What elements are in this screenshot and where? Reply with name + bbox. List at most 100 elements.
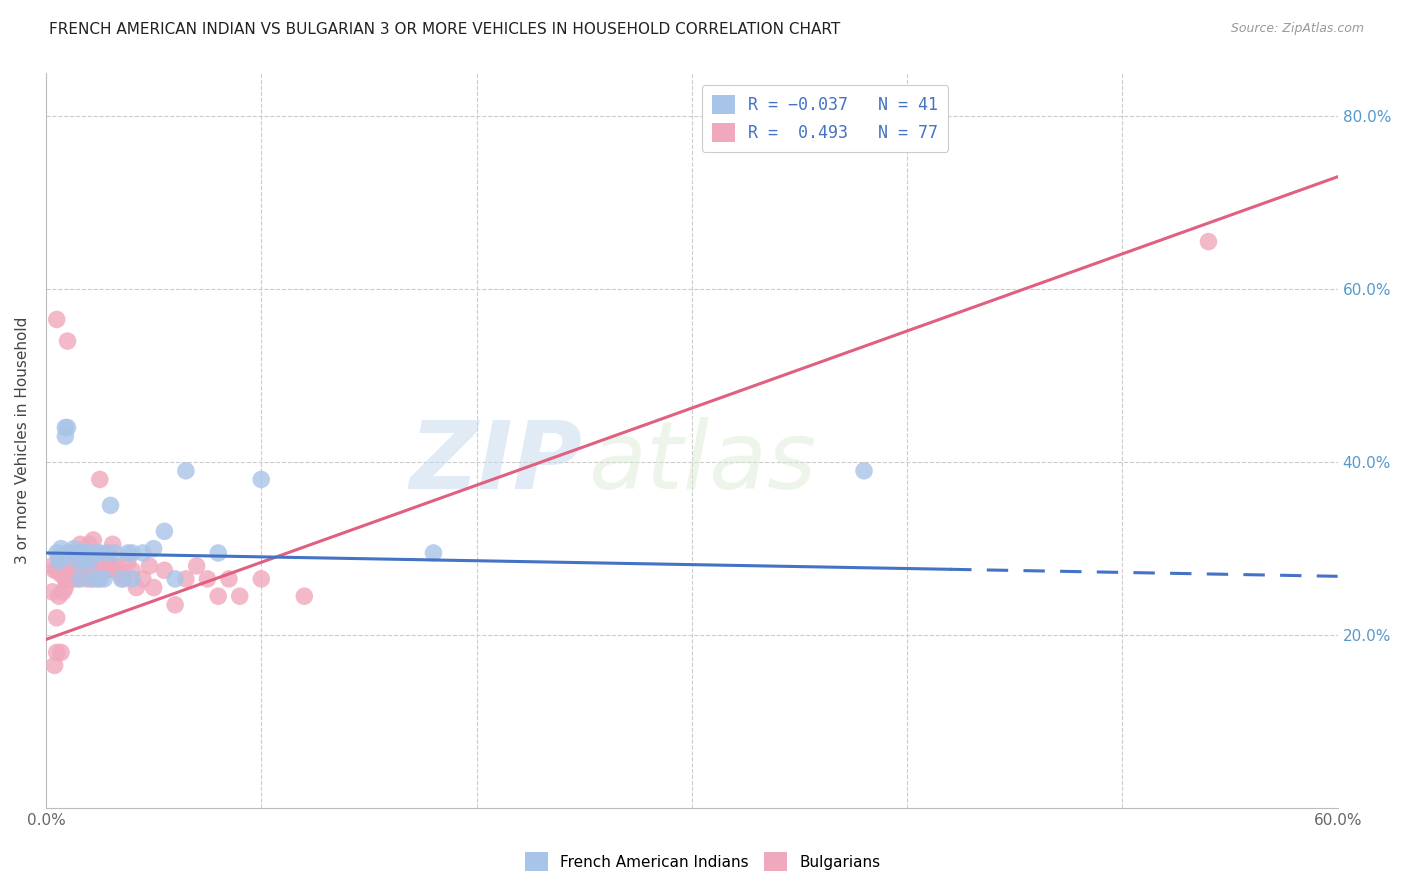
Point xyxy=(60,555,83,569)
Point xyxy=(59,572,82,586)
Point xyxy=(53,558,76,573)
Point xyxy=(110,572,132,586)
Point xyxy=(77,555,100,569)
Point xyxy=(1198,235,1220,249)
Point xyxy=(53,429,76,443)
Point xyxy=(228,589,250,603)
Point xyxy=(63,572,86,586)
Legend: French American Indians, Bulgarians: French American Indians, Bulgarians xyxy=(519,847,887,877)
Point xyxy=(59,563,82,577)
Point xyxy=(45,611,67,625)
Point xyxy=(77,558,100,573)
Point xyxy=(110,567,132,582)
Point xyxy=(45,312,67,326)
Point xyxy=(45,546,67,560)
Point xyxy=(86,572,108,586)
Point xyxy=(56,563,79,577)
Point xyxy=(49,567,72,582)
Legend: R = −0.037   N = 41, R =  0.493   N = 77: R = −0.037 N = 41, R = 0.493 N = 77 xyxy=(702,85,948,152)
Point xyxy=(89,572,111,586)
Point xyxy=(73,555,96,569)
Point xyxy=(56,558,79,573)
Point xyxy=(67,555,90,569)
Point xyxy=(56,572,79,586)
Point xyxy=(53,581,76,595)
Point xyxy=(76,546,98,560)
Point xyxy=(142,541,165,556)
Point xyxy=(165,598,187,612)
Point xyxy=(82,563,104,577)
Point xyxy=(65,555,87,569)
Point xyxy=(77,537,100,551)
Point xyxy=(72,558,94,573)
Text: FRENCH AMERICAN INDIAN VS BULGARIAN 3 OR MORE VEHICLES IN HOUSEHOLD CORRELATION : FRENCH AMERICAN INDIAN VS BULGARIAN 3 OR… xyxy=(49,22,841,37)
Point xyxy=(48,550,70,565)
Point xyxy=(104,563,127,577)
Point xyxy=(121,546,143,560)
Point xyxy=(60,563,83,577)
Point xyxy=(69,563,91,577)
Point xyxy=(82,572,104,586)
Y-axis label: 3 or more Vehicles in Household: 3 or more Vehicles in Household xyxy=(15,317,30,565)
Point xyxy=(117,555,139,569)
Point xyxy=(207,589,229,603)
Point xyxy=(207,546,229,560)
Point xyxy=(63,541,86,556)
Point xyxy=(132,546,155,560)
Point xyxy=(49,555,72,569)
Point xyxy=(422,546,444,560)
Point xyxy=(80,572,103,586)
Point xyxy=(53,572,76,586)
Point xyxy=(138,558,160,573)
Point xyxy=(112,572,135,586)
Point xyxy=(73,563,96,577)
Point xyxy=(67,572,90,586)
Point xyxy=(117,546,139,560)
Point xyxy=(93,572,115,586)
Point xyxy=(44,563,66,577)
Point xyxy=(89,546,111,560)
Point xyxy=(69,546,91,560)
Point xyxy=(84,563,107,577)
Point xyxy=(48,555,70,569)
Point xyxy=(84,546,107,560)
Point xyxy=(197,572,219,586)
Point xyxy=(96,563,118,577)
Point xyxy=(53,563,76,577)
Point xyxy=(67,546,90,560)
Point xyxy=(292,589,315,603)
Point xyxy=(69,537,91,551)
Point xyxy=(52,550,75,565)
Point xyxy=(41,585,63,599)
Point xyxy=(73,546,96,560)
Point xyxy=(76,572,98,586)
Point xyxy=(174,464,197,478)
Point xyxy=(174,572,197,586)
Point xyxy=(45,645,67,659)
Point xyxy=(250,572,273,586)
Point xyxy=(104,546,127,560)
Point xyxy=(97,546,120,560)
Point xyxy=(63,558,86,573)
Text: Source: ZipAtlas.com: Source: ZipAtlas.com xyxy=(1230,22,1364,36)
Point xyxy=(100,499,122,513)
Point xyxy=(53,420,76,434)
Point xyxy=(49,645,72,659)
Text: ZIP: ZIP xyxy=(409,417,582,508)
Point xyxy=(101,537,124,551)
Point xyxy=(105,558,128,573)
Point xyxy=(218,572,240,586)
Point xyxy=(41,558,63,573)
Point xyxy=(142,581,165,595)
Text: atlas: atlas xyxy=(589,417,817,508)
Point xyxy=(93,555,115,569)
Point xyxy=(56,420,79,434)
Point xyxy=(153,524,176,539)
Point xyxy=(69,572,91,586)
Point xyxy=(132,572,155,586)
Point xyxy=(56,546,79,560)
Point xyxy=(52,585,75,599)
Point xyxy=(250,472,273,486)
Point xyxy=(67,546,90,560)
Point xyxy=(100,558,122,573)
